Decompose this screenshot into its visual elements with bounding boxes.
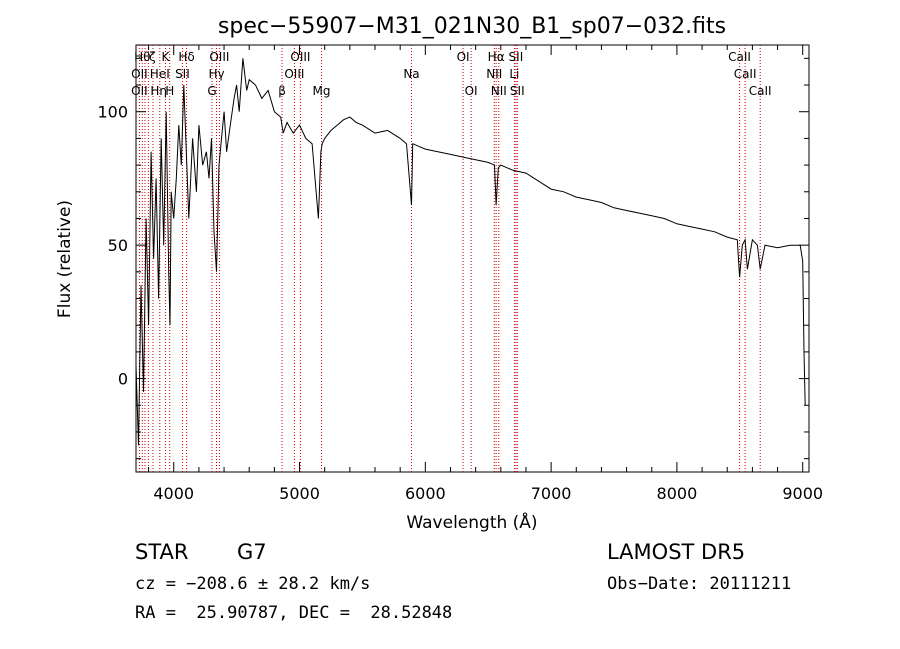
x-tick-label-5000: 5000 bbox=[279, 484, 320, 503]
line-label-19: OII bbox=[131, 84, 148, 98]
x-tick-label-9000: 9000 bbox=[782, 484, 823, 503]
line-label-15: Na bbox=[403, 67, 419, 81]
coordinates: RA = 25.90787, DEC = 28.52848 bbox=[135, 603, 453, 623]
line-label-5: OIII bbox=[290, 50, 310, 64]
line-label-2: K bbox=[161, 50, 170, 64]
object-subclass: G7 bbox=[237, 540, 267, 564]
line-markers bbox=[138, 45, 761, 472]
observation-date: Obs−Date: 20111211 bbox=[607, 574, 792, 594]
line-label-8: SII bbox=[509, 50, 524, 64]
line-label-22: G bbox=[207, 84, 216, 98]
line-labels: Hθζ K Hδ OIII OIII OI Hα SII CaII OII HeI SII Hγ OIII… bbox=[131, 50, 771, 98]
x-axis-label: Wavelength (Å) bbox=[406, 511, 537, 533]
line-label-23: β bbox=[278, 84, 286, 98]
object-class: STAR bbox=[135, 540, 189, 564]
line-label-6: OI bbox=[457, 50, 470, 64]
line-label-14: OIII bbox=[284, 67, 304, 81]
line-label-3: Hδ bbox=[178, 50, 194, 64]
axis-ticks: 4000 5000 6000 7000 8000 9000 0 50 100 bbox=[97, 45, 823, 503]
x-tick-label-8000: 8000 bbox=[657, 484, 698, 503]
spectrum-line bbox=[135, 58, 806, 446]
line-label-16: NII bbox=[486, 67, 502, 81]
x-tick-label-4000: 4000 bbox=[153, 484, 194, 503]
x-tick-label-7000: 7000 bbox=[531, 484, 572, 503]
line-label-1: ζ bbox=[149, 50, 156, 64]
line-label-28: CaII bbox=[749, 84, 772, 98]
line-label-0: Hθ bbox=[134, 50, 150, 64]
line-label-13: Hγ bbox=[208, 67, 224, 81]
line-label-12: SII bbox=[175, 67, 190, 81]
chart-title: spec−55907−M31_021N30_B1_sp07−032.fits bbox=[218, 14, 726, 39]
line-label-18: CaII bbox=[734, 67, 757, 81]
line-label-21: H bbox=[165, 84, 174, 98]
survey-name: LAMOST DR5 bbox=[607, 540, 746, 564]
line-label-27: SII bbox=[510, 84, 525, 98]
line-label-20: Hη bbox=[150, 84, 167, 98]
line-label-24: Mg bbox=[313, 84, 331, 98]
y-tick-label-0: 0 bbox=[118, 370, 128, 389]
y-tick-label-50: 50 bbox=[108, 236, 128, 255]
line-label-10: OII bbox=[131, 67, 148, 81]
line-label-7: Hα bbox=[488, 50, 505, 64]
plot-frame bbox=[135, 44, 810, 473]
redshift-velocity: cz = −208.6 ± 28.2 km/s bbox=[135, 574, 371, 594]
y-tick-label-100: 100 bbox=[97, 103, 128, 122]
x-tick-label-6000: 6000 bbox=[405, 484, 446, 503]
line-label-25: OI bbox=[465, 84, 478, 98]
line-label-4: OIII bbox=[209, 50, 229, 64]
line-label-26: NII bbox=[491, 84, 507, 98]
line-label-11: HeI bbox=[150, 67, 170, 81]
line-label-9: CaII bbox=[728, 50, 751, 64]
line-label-17: Li bbox=[509, 67, 519, 81]
y-axis-label: Flux (relative) bbox=[55, 200, 75, 318]
